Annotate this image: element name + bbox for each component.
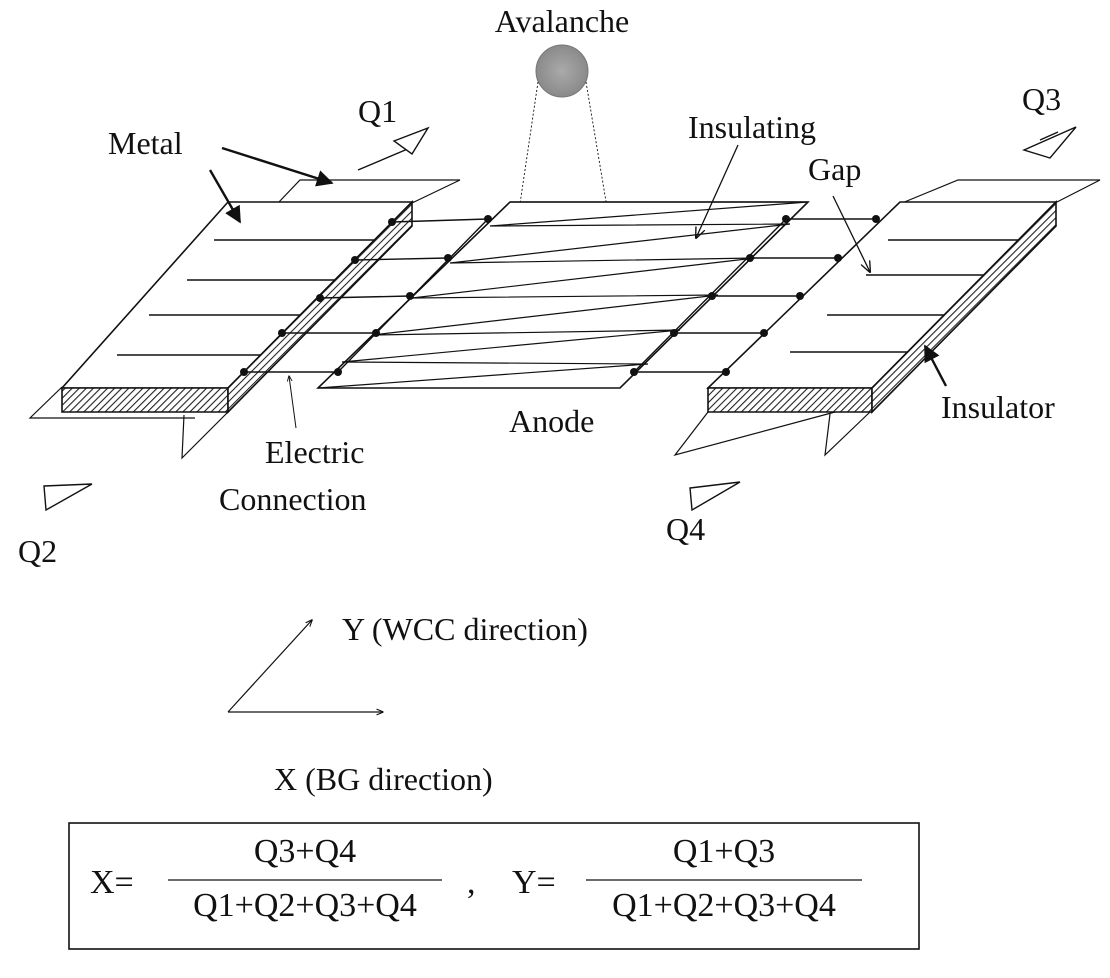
label-electric: Electric <box>265 434 364 470</box>
connection-dots <box>240 215 880 376</box>
direction-axes <box>227 620 383 713</box>
label-connection: Connection <box>219 481 367 517</box>
left-insulator-front <box>61 387 229 413</box>
electric-connection-arrow <box>289 376 297 429</box>
label-insulator: Insulator <box>941 389 1055 425</box>
q3-flag <box>1022 126 1077 159</box>
label-q2: Q2 <box>18 533 57 569</box>
formula-x-numerator: Q3+Q4 <box>254 833 356 870</box>
formula-y-lhs: Y= <box>512 864 556 901</box>
label-q1: Q1 <box>358 93 397 129</box>
q1-flag <box>392 126 430 156</box>
label-avalanche: Avalanche <box>495 3 629 39</box>
readout-flags <box>43 126 1077 512</box>
axis-label-y: Y (WCC direction) <box>342 611 588 647</box>
left-connections <box>244 218 489 373</box>
formula-y-numerator: Q1+Q3 <box>673 833 775 870</box>
label-metal: Metal <box>108 125 183 161</box>
formula-comma: , <box>467 864 476 901</box>
label-gap: Gap <box>808 151 861 187</box>
right-insulator-side <box>871 200 1057 414</box>
right-electrode <box>673 179 1101 457</box>
formula-x-denominator: Q1+Q2+Q3+Q4 <box>193 887 417 924</box>
y-axis-arrow <box>227 620 312 713</box>
right-insulator-front <box>707 387 873 413</box>
left-electrode <box>28 179 461 460</box>
label-q3: Q3 <box>1022 81 1061 117</box>
q4-flag <box>689 481 741 512</box>
pointer-arrows <box>208 144 948 429</box>
label-insulating: Insulating <box>688 109 816 145</box>
formula-x-lhs: X= <box>90 864 134 901</box>
formula-box <box>68 822 920 950</box>
insulating-arrow <box>696 144 739 238</box>
formula-y-denominator: Q1+Q2+Q3+Q4 <box>612 887 836 924</box>
q2-flag <box>43 483 93 512</box>
axis-label-x: X (BG direction) <box>274 761 493 797</box>
metal-arrow-1 <box>221 146 334 187</box>
metal-arrow-2 <box>208 169 242 224</box>
gap-arrow <box>832 195 870 272</box>
left-insulator-side <box>227 200 413 414</box>
label-q4: Q4 <box>666 511 705 547</box>
avalanche-ball <box>535 44 589 98</box>
insulator-arrow <box>923 344 948 387</box>
label-anode: Anode <box>509 403 594 439</box>
